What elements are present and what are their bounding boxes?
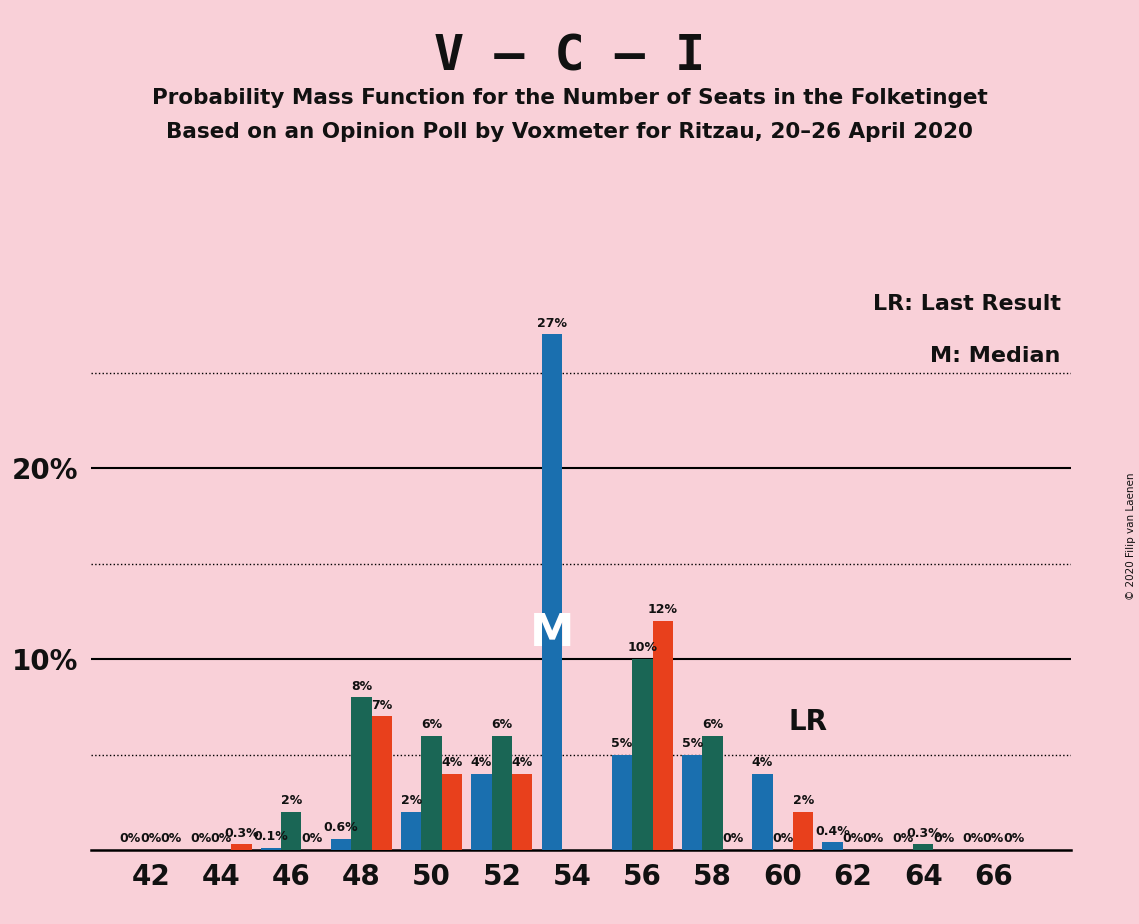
Bar [752,773,772,850]
Text: M: Median: M: Median [931,346,1060,366]
Bar [231,845,252,850]
Bar [541,334,562,850]
Text: 27%: 27% [536,317,567,330]
Bar [401,812,421,850]
Text: 6%: 6% [702,718,723,731]
Text: 0.3%: 0.3% [906,827,941,840]
Text: 0%: 0% [772,833,794,845]
Text: 2%: 2% [280,794,302,808]
Text: Based on an Opinion Poll by Voxmeter for Ritzau, 20–26 April 2020: Based on an Opinion Poll by Voxmeter for… [166,122,973,142]
Bar [371,716,392,850]
Text: 4%: 4% [511,756,533,769]
Text: 2%: 2% [793,794,813,808]
Text: 0.3%: 0.3% [224,827,259,840]
Bar [281,812,302,850]
Text: 6%: 6% [421,718,442,731]
Bar [421,736,442,850]
Bar [351,698,371,850]
Bar [632,659,653,850]
Text: V – C – I: V – C – I [434,32,705,80]
Text: 5%: 5% [681,736,703,750]
Bar [822,843,843,850]
Text: 0%: 0% [983,833,1005,845]
Text: © 2020 Filip van Laenen: © 2020 Filip van Laenen [1126,472,1136,600]
Text: 12%: 12% [648,603,678,616]
Text: 0%: 0% [190,833,212,845]
Text: 0.1%: 0.1% [254,831,288,844]
Text: 0%: 0% [892,833,913,845]
Text: LR: LR [788,708,827,736]
Text: 0.4%: 0.4% [816,824,850,838]
Text: 2%: 2% [401,794,421,808]
Text: Probability Mass Function for the Number of Seats in the Folketinget: Probability Mass Function for the Number… [151,88,988,108]
Text: 10%: 10% [628,641,657,654]
Text: 0%: 0% [301,833,322,845]
Bar [442,773,462,850]
Text: 0%: 0% [140,833,162,845]
Text: 0%: 0% [161,833,182,845]
Bar [331,839,351,850]
Text: 0%: 0% [1003,833,1024,845]
Text: 0%: 0% [933,833,954,845]
Bar [513,773,532,850]
Text: M: M [530,612,574,655]
Text: 7%: 7% [371,699,393,711]
Bar [492,736,513,850]
Text: LR: Last Result: LR: Last Result [872,295,1060,314]
Text: 0%: 0% [843,833,863,845]
Text: 4%: 4% [752,756,773,769]
Bar [682,755,703,850]
Text: 0%: 0% [962,833,984,845]
Bar [653,621,673,850]
Text: 0%: 0% [120,833,141,845]
Bar [261,848,281,850]
Bar [703,736,723,850]
Bar [793,812,813,850]
Text: 6%: 6% [491,718,513,731]
Text: 0.6%: 0.6% [323,821,359,833]
Bar [472,773,492,850]
Text: 4%: 4% [442,756,462,769]
Text: 0%: 0% [722,833,744,845]
Bar [913,845,933,850]
Text: 0%: 0% [211,833,231,845]
Text: 8%: 8% [351,679,372,693]
Text: 4%: 4% [470,756,492,769]
Bar [612,755,632,850]
Text: 0%: 0% [862,833,884,845]
Text: 5%: 5% [612,736,632,750]
